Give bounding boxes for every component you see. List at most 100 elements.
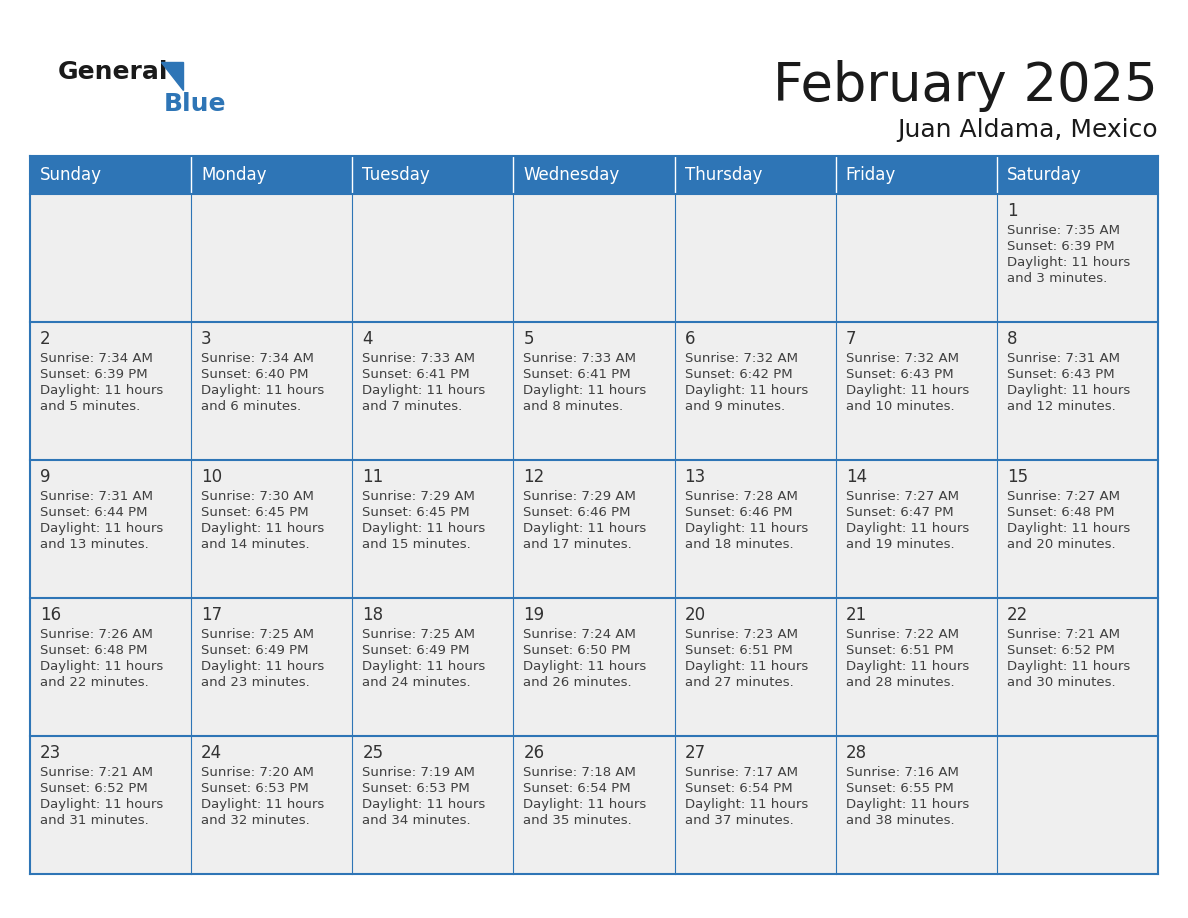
Text: Daylight: 11 hours: Daylight: 11 hours	[524, 522, 646, 535]
Text: Sunset: 6:52 PM: Sunset: 6:52 PM	[40, 782, 147, 795]
Text: Sunrise: 7:31 AM: Sunrise: 7:31 AM	[40, 490, 153, 503]
Text: and 14 minutes.: and 14 minutes.	[201, 538, 310, 551]
Text: 18: 18	[362, 606, 384, 624]
Bar	[835, 156, 997, 194]
Text: Sunset: 6:52 PM: Sunset: 6:52 PM	[1007, 644, 1114, 657]
Bar	[675, 736, 835, 874]
Bar	[675, 156, 835, 194]
Text: Sunset: 6:54 PM: Sunset: 6:54 PM	[524, 782, 631, 795]
Text: Daylight: 11 hours: Daylight: 11 hours	[1007, 256, 1130, 269]
Bar	[835, 194, 997, 322]
Text: and 19 minutes.: and 19 minutes.	[846, 538, 954, 551]
Text: 22: 22	[1007, 606, 1028, 624]
Text: Daylight: 11 hours: Daylight: 11 hours	[1007, 384, 1130, 397]
Text: Sunset: 6:47 PM: Sunset: 6:47 PM	[846, 506, 953, 519]
Polygon shape	[162, 62, 183, 90]
Bar	[30, 322, 191, 460]
Bar	[353, 194, 513, 322]
Bar	[353, 460, 513, 598]
Text: Sunset: 6:48 PM: Sunset: 6:48 PM	[40, 644, 147, 657]
Text: 27: 27	[684, 744, 706, 762]
Bar	[513, 598, 675, 736]
Text: Daylight: 11 hours: Daylight: 11 hours	[40, 660, 163, 673]
Text: Sunrise: 7:26 AM: Sunrise: 7:26 AM	[40, 628, 153, 641]
Text: Daylight: 11 hours: Daylight: 11 hours	[684, 660, 808, 673]
Text: Sunrise: 7:33 AM: Sunrise: 7:33 AM	[524, 352, 637, 365]
Bar	[191, 460, 353, 598]
Bar	[675, 598, 835, 736]
Text: Sunset: 6:48 PM: Sunset: 6:48 PM	[1007, 506, 1114, 519]
Text: 8: 8	[1007, 330, 1017, 348]
Text: and 12 minutes.: and 12 minutes.	[1007, 400, 1116, 413]
Text: Daylight: 11 hours: Daylight: 11 hours	[362, 384, 486, 397]
Text: Sunrise: 7:18 AM: Sunrise: 7:18 AM	[524, 766, 637, 779]
Bar	[191, 598, 353, 736]
Text: 3: 3	[201, 330, 211, 348]
Text: Sunrise: 7:31 AM: Sunrise: 7:31 AM	[1007, 352, 1120, 365]
Text: 19: 19	[524, 606, 544, 624]
Text: Daylight: 11 hours: Daylight: 11 hours	[40, 384, 163, 397]
Bar	[191, 736, 353, 874]
Bar	[353, 156, 513, 194]
Text: Daylight: 11 hours: Daylight: 11 hours	[524, 384, 646, 397]
Text: and 17 minutes.: and 17 minutes.	[524, 538, 632, 551]
Bar	[353, 736, 513, 874]
Text: Sunrise: 7:22 AM: Sunrise: 7:22 AM	[846, 628, 959, 641]
Bar	[997, 194, 1158, 322]
Text: 24: 24	[201, 744, 222, 762]
Text: Sunset: 6:43 PM: Sunset: 6:43 PM	[846, 368, 953, 381]
Text: 15: 15	[1007, 468, 1028, 486]
Bar	[835, 736, 997, 874]
Text: Sunrise: 7:27 AM: Sunrise: 7:27 AM	[1007, 490, 1120, 503]
Text: Sunrise: 7:19 AM: Sunrise: 7:19 AM	[362, 766, 475, 779]
Text: 9: 9	[40, 468, 51, 486]
Text: Sunrise: 7:27 AM: Sunrise: 7:27 AM	[846, 490, 959, 503]
Bar	[30, 194, 191, 322]
Text: Blue: Blue	[164, 92, 227, 116]
Bar	[353, 322, 513, 460]
Text: General: General	[58, 60, 169, 84]
Text: Sunset: 6:45 PM: Sunset: 6:45 PM	[201, 506, 309, 519]
Text: Sunrise: 7:34 AM: Sunrise: 7:34 AM	[201, 352, 314, 365]
Text: Friday: Friday	[846, 166, 896, 184]
Text: and 23 minutes.: and 23 minutes.	[201, 676, 310, 689]
Text: Sunday: Sunday	[40, 166, 102, 184]
Text: 23: 23	[40, 744, 62, 762]
Text: 11: 11	[362, 468, 384, 486]
Bar	[30, 736, 191, 874]
Text: Wednesday: Wednesday	[524, 166, 620, 184]
Text: and 3 minutes.: and 3 minutes.	[1007, 272, 1107, 285]
Text: and 5 minutes.: and 5 minutes.	[40, 400, 140, 413]
Bar	[30, 156, 191, 194]
Text: Sunrise: 7:20 AM: Sunrise: 7:20 AM	[201, 766, 314, 779]
Bar	[513, 322, 675, 460]
Text: Daylight: 11 hours: Daylight: 11 hours	[40, 522, 163, 535]
Text: and 37 minutes.: and 37 minutes.	[684, 814, 794, 827]
Text: 14: 14	[846, 468, 867, 486]
Bar	[997, 156, 1158, 194]
Text: Daylight: 11 hours: Daylight: 11 hours	[524, 798, 646, 811]
Text: and 24 minutes.: and 24 minutes.	[362, 676, 470, 689]
Text: and 7 minutes.: and 7 minutes.	[362, 400, 462, 413]
Text: Sunrise: 7:17 AM: Sunrise: 7:17 AM	[684, 766, 797, 779]
Text: 5: 5	[524, 330, 533, 348]
Text: and 15 minutes.: and 15 minutes.	[362, 538, 470, 551]
Text: Daylight: 11 hours: Daylight: 11 hours	[201, 798, 324, 811]
Text: and 35 minutes.: and 35 minutes.	[524, 814, 632, 827]
Text: 7: 7	[846, 330, 857, 348]
Text: Sunset: 6:40 PM: Sunset: 6:40 PM	[201, 368, 309, 381]
Text: Sunset: 6:49 PM: Sunset: 6:49 PM	[201, 644, 309, 657]
Text: Daylight: 11 hours: Daylight: 11 hours	[201, 384, 324, 397]
Bar	[30, 460, 191, 598]
Text: 4: 4	[362, 330, 373, 348]
Text: and 32 minutes.: and 32 minutes.	[201, 814, 310, 827]
Text: February 2025: February 2025	[773, 60, 1158, 112]
Text: Daylight: 11 hours: Daylight: 11 hours	[1007, 522, 1130, 535]
Text: Daylight: 11 hours: Daylight: 11 hours	[684, 798, 808, 811]
Text: Sunrise: 7:33 AM: Sunrise: 7:33 AM	[362, 352, 475, 365]
Text: Daylight: 11 hours: Daylight: 11 hours	[524, 660, 646, 673]
Text: Daylight: 11 hours: Daylight: 11 hours	[1007, 660, 1130, 673]
Text: 20: 20	[684, 606, 706, 624]
Text: Sunrise: 7:30 AM: Sunrise: 7:30 AM	[201, 490, 314, 503]
Text: 2: 2	[40, 330, 51, 348]
